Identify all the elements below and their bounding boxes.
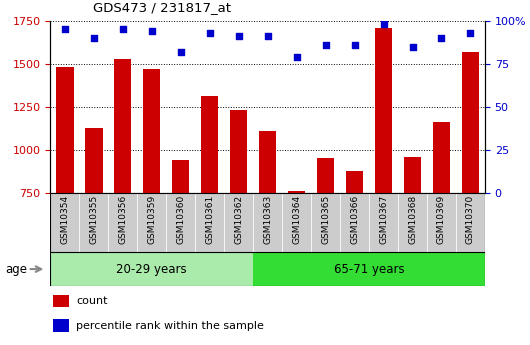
Bar xyxy=(85,128,102,323)
Bar xyxy=(253,252,485,286)
Text: GSM10360: GSM10360 xyxy=(176,195,185,244)
Point xyxy=(147,28,156,34)
Text: GDS473 / 231817_at: GDS473 / 231817_at xyxy=(93,1,231,14)
Point xyxy=(60,27,69,32)
Point xyxy=(466,30,475,36)
Bar xyxy=(433,121,450,323)
Bar xyxy=(143,69,161,323)
Bar xyxy=(53,295,68,307)
Point xyxy=(206,30,214,36)
Text: 65-71 years: 65-71 years xyxy=(334,263,404,276)
Text: GSM10365: GSM10365 xyxy=(321,195,330,244)
Point xyxy=(119,27,127,32)
Text: percentile rank within the sample: percentile rank within the sample xyxy=(76,321,264,331)
Bar xyxy=(166,193,195,252)
Point xyxy=(234,33,243,39)
Bar xyxy=(404,157,421,323)
Bar xyxy=(253,193,282,252)
Text: GSM10368: GSM10368 xyxy=(408,195,417,244)
Point xyxy=(263,33,272,39)
Point xyxy=(321,42,330,48)
Text: GSM10355: GSM10355 xyxy=(90,195,98,244)
Bar xyxy=(427,193,456,252)
Bar xyxy=(114,59,131,323)
Bar xyxy=(195,193,224,252)
Point xyxy=(408,44,417,49)
Text: GSM10366: GSM10366 xyxy=(350,195,359,244)
Point xyxy=(90,35,98,41)
Bar xyxy=(317,158,334,323)
Text: GSM10370: GSM10370 xyxy=(466,195,475,244)
Point xyxy=(176,49,185,55)
Bar xyxy=(108,193,137,252)
Text: GSM10359: GSM10359 xyxy=(147,195,156,244)
Bar xyxy=(369,193,398,252)
Bar xyxy=(230,110,248,323)
Bar xyxy=(224,193,253,252)
Bar xyxy=(311,193,340,252)
Bar xyxy=(50,193,80,252)
Point xyxy=(379,21,388,27)
Bar xyxy=(53,319,68,332)
Bar xyxy=(375,28,392,323)
Text: GSM10363: GSM10363 xyxy=(263,195,272,244)
Text: GSM10369: GSM10369 xyxy=(437,195,446,244)
Bar xyxy=(282,193,311,252)
Point xyxy=(293,54,301,60)
Text: GSM10354: GSM10354 xyxy=(60,195,69,244)
Bar xyxy=(80,193,108,252)
Bar xyxy=(201,96,218,323)
Bar xyxy=(398,193,427,252)
Bar xyxy=(288,191,305,323)
Text: GSM10361: GSM10361 xyxy=(205,195,214,244)
Bar xyxy=(56,67,74,323)
Bar xyxy=(340,193,369,252)
Point xyxy=(350,42,359,48)
Text: GSM10367: GSM10367 xyxy=(379,195,388,244)
Bar xyxy=(172,160,189,323)
Bar xyxy=(137,193,166,252)
Text: GSM10364: GSM10364 xyxy=(292,195,301,244)
Bar xyxy=(456,193,485,252)
Bar xyxy=(462,52,479,323)
Text: GSM10356: GSM10356 xyxy=(118,195,127,244)
Text: 20-29 years: 20-29 years xyxy=(117,263,187,276)
Text: age: age xyxy=(5,263,28,276)
Text: GSM10362: GSM10362 xyxy=(234,195,243,244)
Bar xyxy=(259,131,276,323)
Bar xyxy=(50,252,253,286)
Bar xyxy=(346,171,363,323)
Point xyxy=(437,35,446,41)
Text: count: count xyxy=(76,296,108,306)
